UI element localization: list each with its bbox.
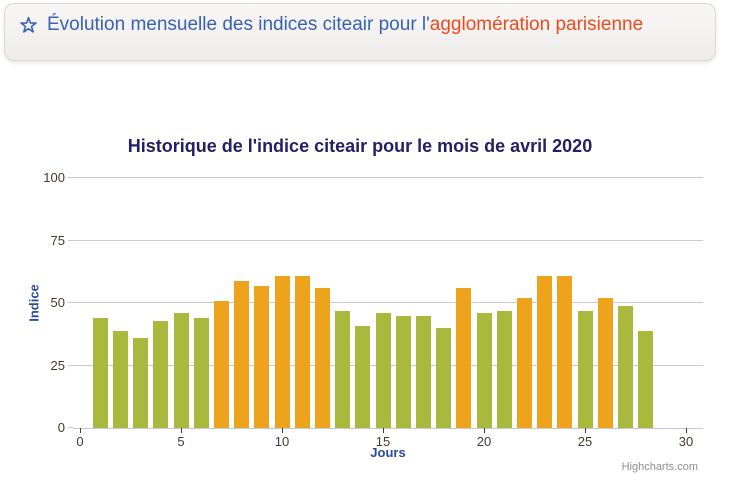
bar-day-22[interactable] [516, 298, 532, 428]
x-tick-10 [282, 428, 283, 433]
y-tick-label-25: 25 [50, 357, 65, 373]
x-tick-label-10: 10 [274, 434, 290, 449]
x-tick-5 [181, 428, 182, 433]
bar-day-13[interactable] [335, 310, 351, 428]
y-tick-75 [68, 239, 73, 241]
bar-day-21[interactable] [496, 310, 512, 428]
header-title-primary: Évolution mensuelle des indices citeair … [47, 14, 430, 35]
bar-day-28[interactable] [638, 330, 654, 428]
panel-header[interactable]: Évolution mensuelle des indices citeair … [4, 3, 716, 61]
bar-day-3[interactable] [133, 338, 149, 428]
chart-container: Historique de l'indice citeair pour le m… [8, 130, 712, 482]
bar-day-5[interactable] [173, 313, 189, 428]
bar-day-10[interactable] [274, 275, 290, 428]
x-tick-label-25: 25 [577, 434, 593, 449]
y-tick-50 [68, 302, 73, 303]
x-tick-label-20: 20 [476, 434, 492, 449]
x-tick-label-30: 30 [678, 434, 694, 449]
bar-day-17[interactable] [415, 315, 431, 428]
y-tick-0 [68, 427, 73, 428]
y-tick-100 [68, 177, 73, 178]
gridline-y75 [73, 239, 703, 241]
bar-day-18[interactable] [436, 328, 452, 428]
bar-day-7[interactable] [213, 300, 229, 428]
bar-day-26[interactable] [597, 298, 613, 428]
bar-day-16[interactable] [395, 315, 411, 428]
header-title: Évolution mensuelle des indices citeair … [47, 14, 643, 36]
bar-day-4[interactable] [153, 320, 169, 428]
x-tick-label-0: 0 [76, 434, 84, 449]
bar-day-15[interactable] [375, 313, 391, 428]
x-tick-label-15: 15 [375, 434, 391, 449]
bar-day-11[interactable] [294, 275, 310, 428]
x-axis-line [73, 428, 703, 429]
bar-day-27[interactable] [617, 305, 633, 428]
x-tick-0 [80, 428, 81, 433]
bar-day-2[interactable] [112, 330, 128, 428]
bar-day-12[interactable] [314, 288, 330, 428]
gridline-y50 [73, 302, 703, 303]
y-tick-label-75: 75 [50, 232, 65, 248]
bar-day-20[interactable] [476, 313, 492, 428]
bar-day-1[interactable] [92, 318, 108, 428]
y-tick-label-50: 50 [50, 295, 65, 310]
y-tick-label-0: 0 [57, 420, 65, 435]
x-tick-15 [383, 428, 384, 433]
chart-title: Historique de l'indice citeair pour le m… [127, 136, 593, 156]
x-tick-label-5: 5 [177, 434, 185, 449]
bar-day-19[interactable] [456, 288, 472, 428]
highcharts-credit-link[interactable]: Highcharts.com [621, 461, 698, 473]
bar-day-8[interactable] [234, 280, 250, 428]
bar-day-25[interactable] [577, 310, 593, 428]
header-title-highlight: agglomération parisienne [429, 14, 644, 35]
bar-day-9[interactable] [254, 285, 270, 428]
x-tick-25 [585, 428, 586, 433]
bar-day-23[interactable] [537, 275, 553, 428]
x-tick-30 [686, 428, 687, 433]
x-tick-20 [484, 428, 485, 433]
gridline-y100 [73, 177, 703, 178]
x-axis-title: Jours [370, 445, 406, 460]
bar-day-24[interactable] [557, 275, 573, 428]
bar-day-14[interactable] [355, 325, 371, 428]
star-outline-icon [20, 16, 37, 33]
y-tick-25 [68, 364, 73, 366]
bar-day-6[interactable] [193, 318, 209, 428]
y-tick-label-100: 100 [43, 170, 65, 185]
